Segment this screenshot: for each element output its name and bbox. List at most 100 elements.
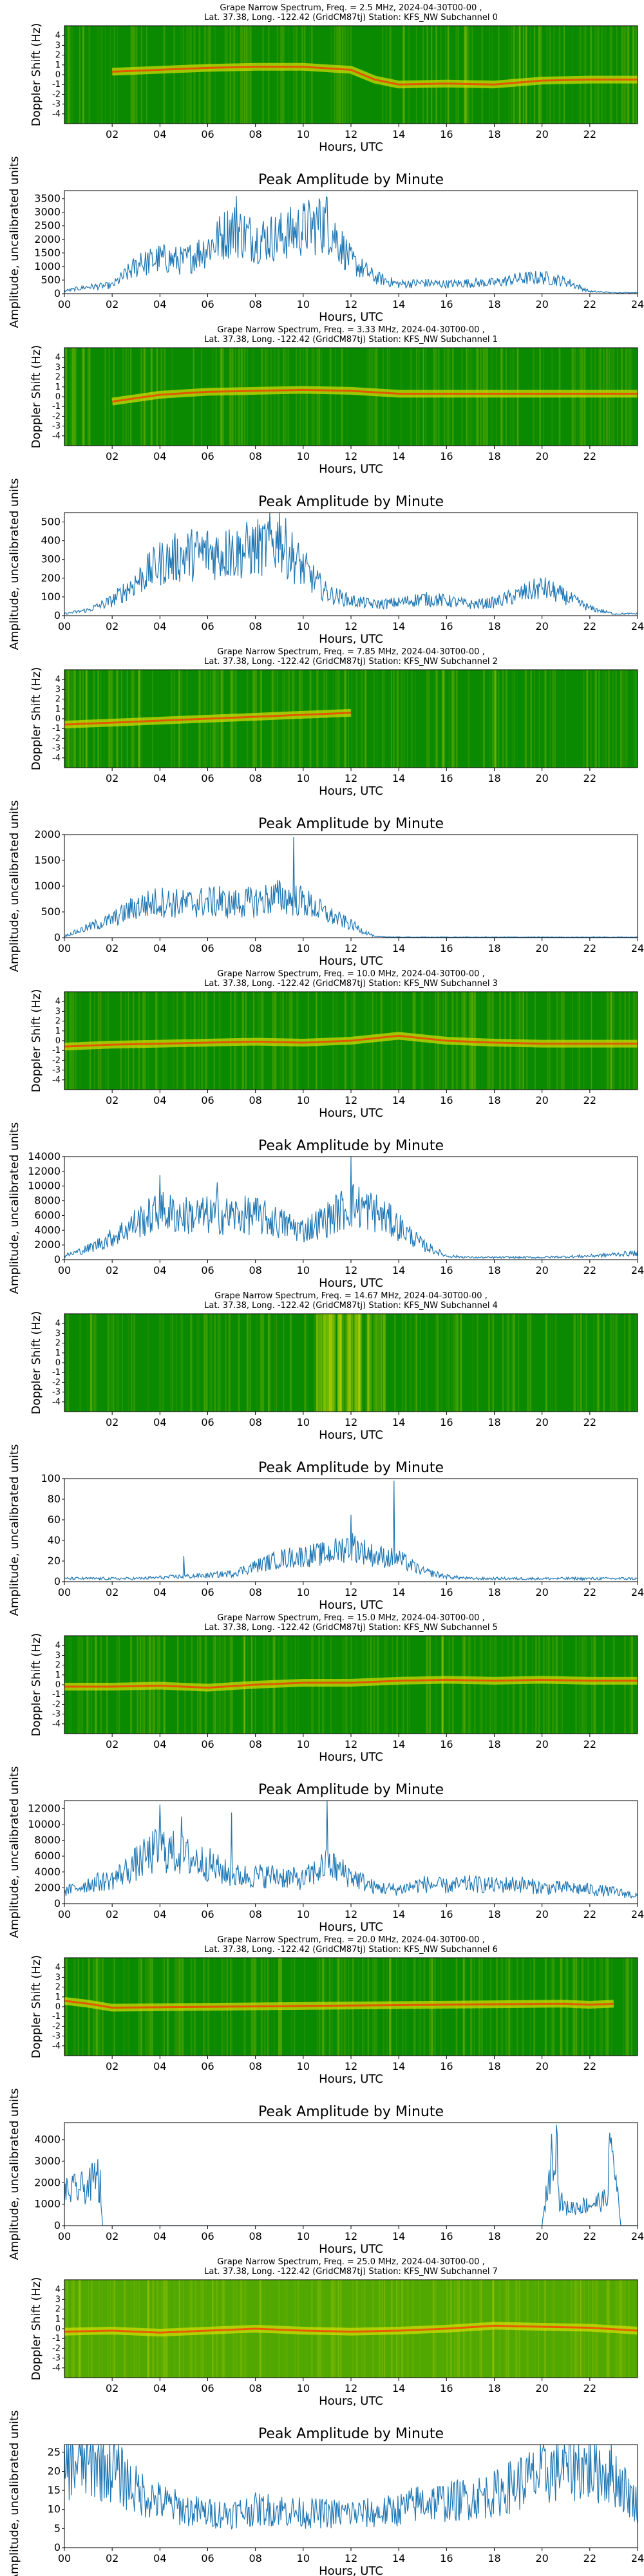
amplitude-xtick-label: 10 [297, 2230, 310, 2242]
noise-stripe [553, 26, 555, 124]
spectrum-ytick-label: 4 [55, 997, 61, 1007]
noise-stripe [244, 26, 247, 124]
amplitude-xtick-label: 18 [488, 2552, 500, 2564]
noise-stripe [282, 26, 284, 124]
amplitude-xtick-label: 06 [201, 2230, 214, 2242]
amplitude-ytick-label: 0 [54, 2219, 61, 2231]
amplitude-plot: Peak Amplitude by Minute0500100015002000… [8, 156, 644, 328]
noise-stripe [616, 1314, 618, 1412]
noise-stripe [172, 1314, 174, 1412]
noise-stripe [261, 1314, 263, 1412]
noise-stripe [605, 26, 607, 124]
noise-stripe [242, 26, 243, 124]
amplitude-xtick-label: 18 [488, 620, 500, 632]
noise-stripe [281, 26, 283, 124]
noise-stripe [327, 1314, 328, 1412]
amplitude-xtick-label: 20 [535, 1586, 548, 1598]
spectrum-xtick-label: 12 [345, 2382, 357, 2394]
noise-stripe [383, 1314, 386, 1412]
spectrum-ytick-label: 3 [55, 41, 61, 50]
spectrum-xtick-label: 02 [106, 772, 118, 784]
noise-stripe [209, 26, 211, 124]
noise-stripe [328, 1314, 331, 1412]
noise-stripe [489, 1636, 491, 1734]
noise-stripe [554, 1636, 557, 1734]
amplitude-ytick-label: 1000 [34, 880, 61, 892]
noise-stripe [462, 1636, 465, 1734]
spectrum-title-line2: Lat. 37.38, Long. -122.42 (GridCM87tj) S… [204, 13, 498, 23]
noise-stripe [426, 1636, 428, 1734]
noise-stripe [100, 670, 102, 768]
amplitude-ylabel: Amplitude, uncalibrated units [8, 800, 21, 972]
noise-stripe [558, 26, 561, 124]
amplitude-xtick-label: 16 [440, 298, 453, 310]
amplitude-xtick-label: 04 [153, 1908, 166, 1920]
noise-stripe [196, 1314, 199, 1412]
noise-stripe [325, 1314, 326, 1412]
spectrum-title-line1: Grape Narrow Spectrum, Freq. = 7.85 MHz,… [217, 647, 484, 657]
noise-stripe [442, 670, 445, 768]
noise-stripe [597, 1314, 600, 1412]
amplitude-title: Peak Amplitude by Minute [258, 816, 444, 832]
noise-stripe [268, 1314, 270, 1412]
noise-stripe [345, 1314, 348, 1412]
noise-stripe [594, 26, 596, 124]
noise-stripe [93, 1314, 95, 1412]
noise-stripe [624, 26, 627, 124]
spectrum-xtick-label: 14 [392, 1416, 405, 1428]
spectrum-ytick-label: -1 [52, 1046, 61, 1056]
noise-stripe [522, 26, 524, 124]
noise-stripe [358, 1314, 362, 1412]
noise-stripe [591, 1636, 593, 1734]
spectrum-content [64, 670, 638, 768]
amplitude-xtick-label: 14 [392, 2230, 405, 2242]
noise-stripe [494, 670, 497, 768]
spectrum-ytick-label: 3 [55, 363, 61, 372]
amplitude-xtick-label: 06 [201, 620, 214, 632]
noise-stripe [274, 348, 277, 446]
noise-stripe [270, 348, 272, 446]
amplitude-xtick-label: 12 [345, 620, 357, 632]
noise-stripe [631, 1636, 633, 1734]
noise-stripe [413, 1314, 415, 1412]
noise-stripe [464, 26, 467, 124]
amplitude-xtick-label: 10 [297, 942, 310, 954]
noise-stripe [328, 1314, 332, 1412]
noise-stripe [582, 1636, 583, 1734]
noise-stripe [162, 1314, 165, 1412]
noise-stripe [620, 670, 622, 768]
noise-stripe [552, 1636, 554, 1734]
noise-stripe [107, 992, 109, 1090]
amplitude-xtick-label: 02 [106, 1264, 118, 1276]
noise-stripe [103, 670, 105, 768]
noise-stripe [608, 670, 611, 768]
noise-stripe [411, 670, 413, 768]
noise-stripe [229, 26, 232, 124]
noise-stripe [627, 26, 629, 124]
noise-stripe [565, 670, 567, 768]
spectrum-xtick-label: 18 [488, 1094, 500, 1106]
noise-stripe [407, 670, 408, 768]
noise-stripe [538, 26, 540, 124]
noise-stripe [215, 348, 217, 446]
noise-stripe [109, 1314, 111, 1412]
spectrum-xtick-label: 04 [153, 2060, 166, 2072]
noise-stripe [69, 348, 71, 446]
noise-stripe [358, 1314, 361, 1412]
noise-stripe [448, 1314, 450, 1412]
spectrum-xtick-label: 02 [106, 1416, 118, 1428]
noise-stripe [339, 1314, 342, 1412]
spectrum-xtick-label: 06 [201, 1094, 214, 1106]
amplitude-xtick-label: 00 [58, 1908, 71, 1920]
spectrum-xtick-label: 10 [297, 2382, 310, 2394]
noise-stripe [622, 670, 624, 768]
amplitude-ylabel: Amplitude, uncalibrated units [8, 156, 21, 328]
noise-stripe [549, 26, 551, 124]
noise-stripe [329, 1314, 332, 1412]
noise-stripe [545, 1314, 548, 1412]
noise-stripe [401, 1314, 404, 1412]
noise-stripe [240, 348, 243, 446]
noise-stripe [451, 670, 454, 768]
amplitude-xtick-label: 10 [297, 1264, 310, 1276]
noise-stripe [560, 1636, 562, 1734]
